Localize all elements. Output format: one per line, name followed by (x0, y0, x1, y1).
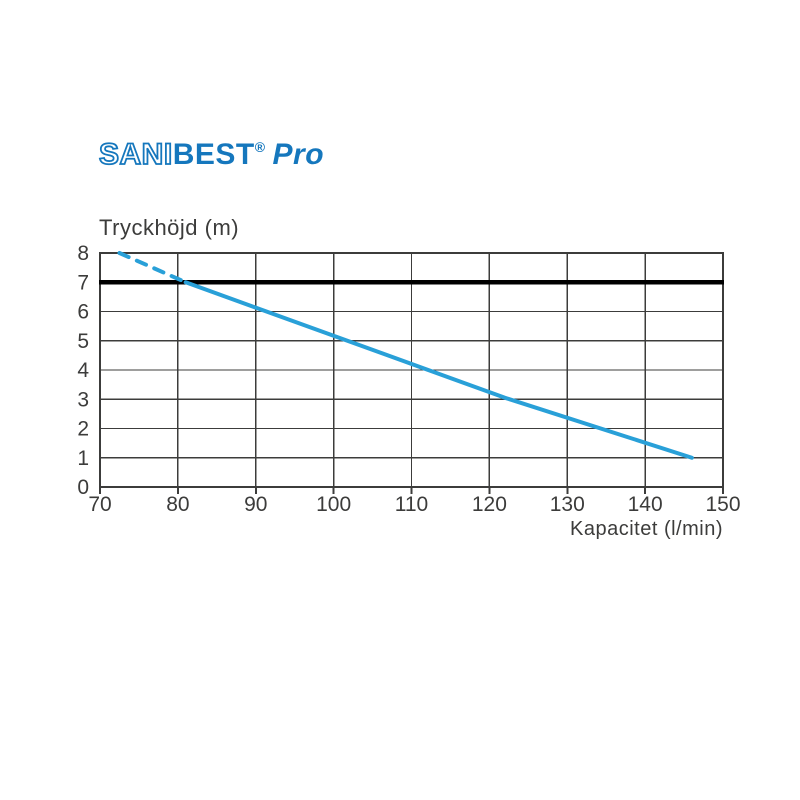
svg-text:SANIBEST®Pro: SANIBEST® Pro (99, 138, 324, 171)
logo-pro: Pro (273, 138, 325, 171)
y-tick-label-5: 5 (77, 330, 89, 353)
x-tick-label-110: 110 (395, 493, 428, 516)
x-tick-label-80: 80 (166, 493, 189, 516)
x-axis-label: Kapacitet (l/min) (570, 518, 723, 540)
chart-title: Tryckhöjd (m) (99, 215, 240, 240)
x-tick-label-130: 130 (550, 493, 585, 516)
x-tick-label-140: 140 (628, 493, 663, 516)
x-tick-label-70: 70 (88, 493, 111, 516)
x-tick-label-90: 90 (244, 493, 267, 516)
pump-performance-chart: 0 1 2 3 4 5 6 7 8 70 80 90 100 110 120 130 140 150 (77, 242, 740, 516)
y-tick-label-1: 1 (77, 447, 89, 470)
logo-best: BEST (173, 138, 255, 171)
pump-curve-dashed (117, 251, 188, 285)
x-tick-label-100: 100 (316, 493, 351, 516)
y-tick-label-4: 4 (77, 359, 89, 382)
y-tick-label-2: 2 (77, 418, 89, 441)
logo-sani-outline: SANI (99, 138, 173, 171)
logo-registered-icon: ® (255, 139, 266, 155)
y-tick-label-6: 6 (77, 301, 89, 324)
x-tick-label-120: 120 (472, 493, 507, 516)
plot-border (99, 252, 724, 488)
y-tick-label-3: 3 (77, 388, 89, 411)
pump-curve (183, 280, 694, 460)
sanibest-pro-logo: SANIBEST® Pro (98, 137, 324, 172)
x-tick-label-150: 150 (705, 493, 740, 516)
y-tick-label-7: 7 (77, 271, 89, 294)
y-tick-label-0: 0 (77, 476, 89, 499)
y-tick-label-8: 8 (77, 242, 89, 265)
